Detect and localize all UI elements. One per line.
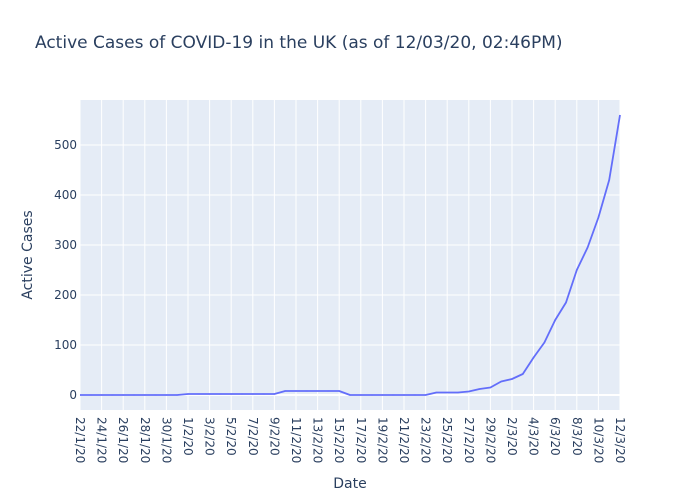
x-tick-label: 23/2/20 [419,417,433,463]
data-point [241,393,243,395]
y-tick-label: 100 [54,338,77,352]
data-point [79,394,81,396]
data-point [435,391,437,393]
data-point [597,216,599,218]
data-point [262,393,264,395]
y-tick-labels: 0 100 200 300 400 500 [54,138,77,402]
data-point [219,393,221,395]
data-point [403,394,405,396]
data-point [370,394,372,396]
chart-title: Active Cases of COVID-19 in the UK (as o… [35,33,563,53]
data-point [122,394,124,396]
data-point [165,394,167,396]
x-tick-label: 26/1/20 [116,417,130,463]
x-tick-label: 3/2/20 [203,417,217,456]
series-line [80,114,621,396]
data-point [554,319,556,321]
x-tick-label: 29/2/20 [483,417,497,463]
data-point [327,390,329,392]
x-tick-label: 8/3/20 [570,417,584,456]
data-point [154,394,156,396]
data-point [446,391,448,393]
data-point [500,380,502,382]
data-point [90,394,92,396]
y-tick-label: 200 [54,288,77,302]
data-point [619,114,621,116]
data-point [360,394,362,396]
x-tick-label: 12/3/20 [613,417,627,463]
data-point [586,246,588,248]
x-tick-label: 24/1/20 [95,417,109,463]
data-point [478,388,480,390]
data-point [306,390,308,392]
data-point [198,393,200,395]
x-tick-label: 13/2/20 [311,417,325,463]
x-tick-label: 5/2/20 [224,417,238,456]
data-point [424,394,426,396]
x-tick-label: 21/2/20 [397,417,411,463]
x-tick-label: 1/2/20 [181,417,195,456]
y-tick-label: 0 [69,388,77,402]
x-axis-label: Date [333,476,366,492]
data-point [392,394,394,396]
data-point [284,390,286,392]
data-point [252,393,254,395]
data-point [111,394,113,396]
y-tick-label: 400 [54,188,77,202]
x-tick-label: 17/2/20 [354,417,368,463]
x-gridlines [79,100,621,410]
data-point [230,393,232,395]
x-tick-label: 27/2/20 [462,417,476,463]
data-point [338,390,340,392]
x-tick-label: 10/3/20 [591,417,605,463]
data-point [295,390,297,392]
data-point [273,393,275,395]
x-tick-label: 28/1/20 [138,417,152,463]
data-point [522,373,524,375]
x-tick-label: 9/2/20 [267,417,281,456]
plot-area [80,100,620,410]
data-point [187,393,189,395]
x-tick-label: 11/2/20 [289,417,303,463]
data-point [457,391,459,393]
x-tick-label: 22/1/20 [73,417,87,463]
y-axis-label: Active Cases [20,210,36,299]
y-tick-label: 500 [54,138,77,152]
data-point [565,301,567,303]
x-tick-labels: 22/1/20 24/1/20 26/1/20 28/1/20 30/1/20 1/2/2… [73,417,627,463]
data-point [414,394,416,396]
data-point [511,378,513,380]
series-lines [80,114,621,396]
x-tick-label: 2/3/20 [505,417,519,456]
data-point [176,394,178,396]
data-point [576,269,578,271]
x-tick-label: 6/3/20 [548,417,562,456]
x-tick-label: 15/2/20 [332,417,346,463]
data-point [144,394,146,396]
x-tick-label: 4/3/20 [527,417,541,456]
data-point [381,394,383,396]
data-point [100,394,102,396]
data-point [468,390,470,392]
data-point [208,393,210,395]
data-point [532,356,534,358]
data-point [608,179,610,181]
x-tick-label: 30/1/20 [159,417,173,463]
data-point [489,386,491,388]
x-tick-label: 7/2/20 [246,417,260,456]
y-tick-label: 300 [54,238,77,252]
data-point [543,341,545,343]
data-point [133,394,135,396]
data-point [349,394,351,396]
data-point [316,390,318,392]
x-tick-label: 19/2/20 [375,417,389,463]
x-tick-label: 25/2/20 [440,417,454,463]
